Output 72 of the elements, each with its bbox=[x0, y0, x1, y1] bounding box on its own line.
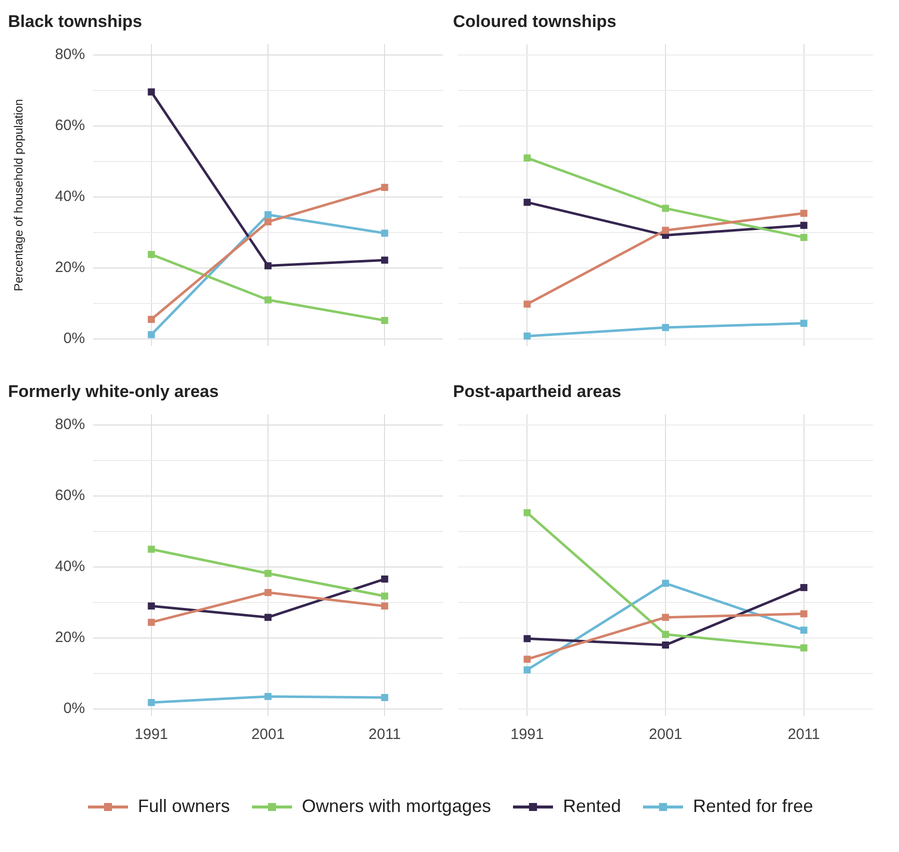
point bbox=[381, 592, 388, 600]
y-axis-title: Percentage of household population bbox=[12, 99, 26, 292]
point bbox=[800, 210, 808, 217]
point bbox=[148, 698, 155, 706]
point bbox=[800, 320, 808, 327]
point bbox=[662, 226, 670, 234]
point bbox=[264, 262, 272, 270]
chart-title: Coloured townships bbox=[453, 12, 616, 31]
x-tick-label: 2001 bbox=[251, 726, 285, 744]
point bbox=[524, 656, 531, 663]
point bbox=[800, 584, 808, 592]
y-tick-label: 80% bbox=[54, 46, 85, 64]
point bbox=[264, 588, 272, 596]
y-tick-label: 60% bbox=[54, 117, 85, 134]
point bbox=[148, 331, 155, 338]
point bbox=[264, 614, 272, 621]
y-tick-label: 60% bbox=[54, 487, 85, 504]
point bbox=[381, 576, 388, 583]
x-tick-label: 2001 bbox=[648, 726, 682, 744]
point bbox=[662, 642, 670, 649]
point bbox=[148, 546, 155, 553]
point bbox=[264, 570, 272, 577]
point bbox=[524, 154, 531, 162]
legend-label: Rented bbox=[562, 796, 622, 817]
point bbox=[800, 234, 808, 241]
point bbox=[662, 204, 670, 212]
point bbox=[381, 602, 388, 610]
point bbox=[662, 324, 670, 332]
y-tick-label: 20% bbox=[54, 629, 85, 646]
point bbox=[524, 332, 531, 340]
point bbox=[381, 256, 388, 264]
point bbox=[524, 300, 531, 308]
point bbox=[148, 602, 155, 610]
legend-label: Rented for free bbox=[693, 796, 814, 817]
x-tick-label: 1991 bbox=[510, 726, 544, 744]
y-tick-label: 0% bbox=[63, 700, 85, 718]
point bbox=[381, 694, 388, 702]
y-tick-label: 20% bbox=[54, 259, 85, 276]
point bbox=[148, 316, 155, 323]
point bbox=[800, 644, 808, 652]
point bbox=[264, 296, 272, 304]
point bbox=[800, 610, 808, 618]
legend-label: Owners with mortgages bbox=[302, 796, 491, 817]
point bbox=[264, 692, 272, 700]
chart-title: Black townships bbox=[8, 12, 142, 31]
x-tick-label: 1991 bbox=[134, 726, 168, 744]
chart-title: Formerly white-only areas bbox=[8, 382, 219, 401]
point bbox=[524, 198, 531, 206]
point bbox=[662, 630, 670, 638]
point bbox=[381, 184, 388, 191]
point bbox=[662, 580, 670, 587]
point bbox=[662, 614, 670, 621]
y-tick-label: 40% bbox=[54, 188, 85, 206]
point bbox=[524, 635, 531, 642]
point bbox=[381, 230, 388, 237]
x-tick-label: 2011 bbox=[368, 726, 401, 744]
x-tick-label: 2011 bbox=[788, 726, 820, 744]
y-tick-label: 40% bbox=[54, 558, 85, 576]
point bbox=[148, 618, 155, 626]
point bbox=[264, 211, 272, 218]
point bbox=[148, 250, 155, 258]
legend-label: Full owners bbox=[138, 796, 230, 817]
chart-title: Post-apartheid areas bbox=[453, 382, 622, 401]
point bbox=[524, 666, 531, 674]
point bbox=[264, 218, 272, 226]
point bbox=[800, 626, 808, 634]
point bbox=[148, 88, 155, 96]
y-tick-label: 0% bbox=[63, 330, 85, 348]
y-tick-label: 80% bbox=[54, 416, 85, 434]
point bbox=[800, 222, 808, 229]
point bbox=[524, 509, 531, 516]
point bbox=[381, 316, 388, 324]
